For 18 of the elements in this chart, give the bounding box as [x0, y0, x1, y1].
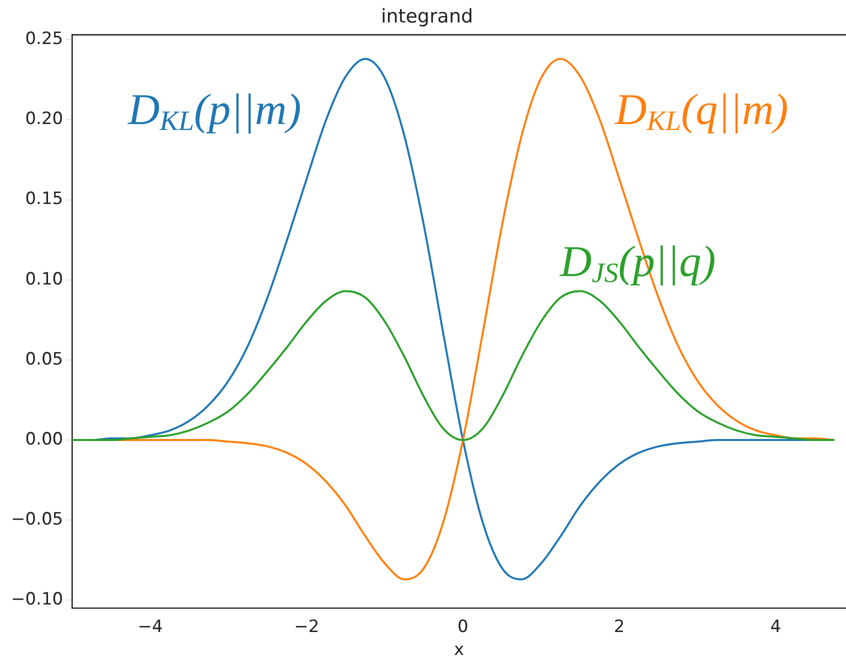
- x-tick-label: 2: [614, 616, 625, 637]
- x-axis-title: x: [454, 640, 464, 660]
- chart-title: integrand: [380, 5, 474, 28]
- series-label: D$_{KL}$(p||m): [128, 85, 302, 137]
- x-tick-label: −2: [294, 616, 320, 637]
- y-tick-label: 0.10: [25, 269, 64, 290]
- y-tick-label: 0.15: [25, 189, 64, 210]
- x-tick-label: 0: [458, 616, 468, 637]
- y-tick-label: 0.25: [25, 29, 64, 50]
- x-tick-label: −4: [138, 616, 163, 637]
- x-tick-label: 4: [770, 616, 782, 637]
- y-tick-label: 0.00: [25, 429, 64, 450]
- series-label: D$_{KL}$(q||m): [615, 85, 788, 137]
- line-series: [72, 290, 836, 442]
- y-tick-label: 0.05: [25, 349, 64, 370]
- y-tick-label: 0.20: [25, 109, 64, 130]
- y-tick-label: −0.10: [10, 590, 64, 610]
- y-tick-label: −0.05: [10, 510, 64, 530]
